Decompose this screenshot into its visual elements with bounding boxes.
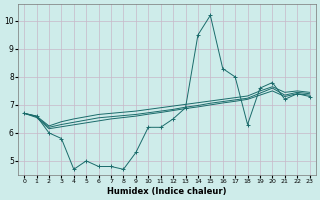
X-axis label: Humidex (Indice chaleur): Humidex (Indice chaleur): [107, 187, 227, 196]
